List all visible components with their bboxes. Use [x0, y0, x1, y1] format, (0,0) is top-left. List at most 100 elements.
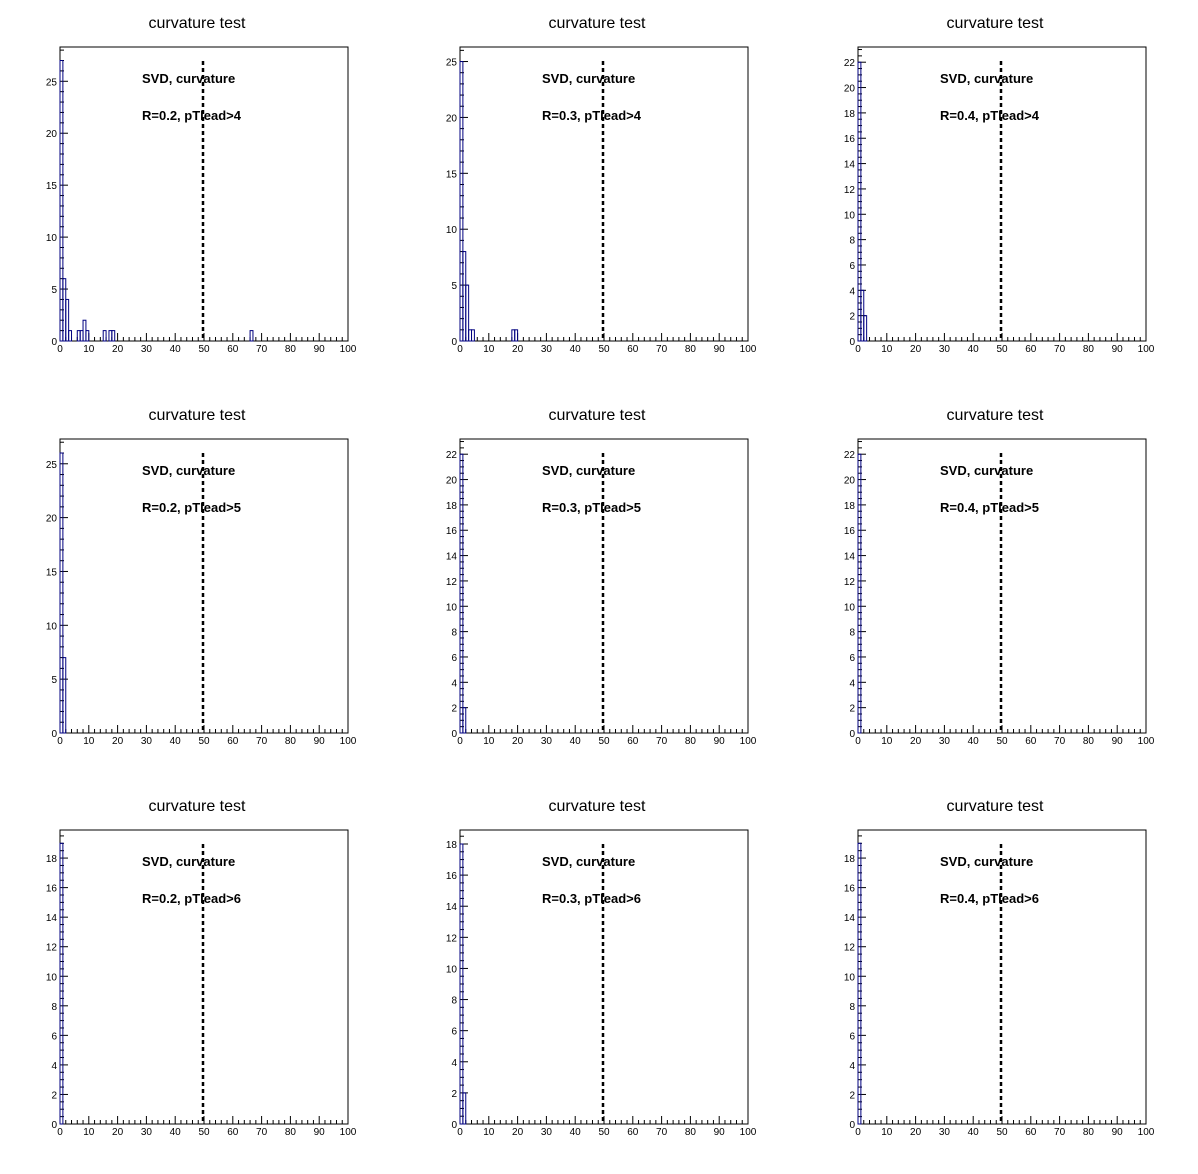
- x-tick-label: 40: [570, 1127, 582, 1138]
- y-tick-label: 18: [46, 854, 58, 865]
- panel-title: curvature test: [149, 798, 246, 815]
- histogram-bin: [857, 61, 862, 342]
- x-tick-label: 10: [881, 344, 893, 355]
- y-tick-label: 16: [844, 884, 856, 895]
- y-tick-label: 4: [849, 1061, 855, 1072]
- annotation-selection: R=0.2, pTlead>5: [142, 500, 241, 515]
- histogram-bin: [65, 298, 70, 342]
- y-tick-label: 10: [46, 233, 58, 244]
- y-tick-label: 14: [844, 552, 856, 563]
- y-tick-label: 14: [446, 902, 458, 913]
- x-tick-label: 0: [457, 344, 463, 355]
- histogram-bin: [459, 843, 464, 1125]
- x-tick-label: 90: [1112, 344, 1124, 355]
- y-tick-label: 15: [46, 567, 58, 578]
- panel-title: curvature test: [947, 407, 1044, 424]
- panel-title: curvature test: [549, 15, 646, 32]
- histogram-panel: curvature test 0 10 20 30 40 50 60 70 80 90 100 0 5 10…: [46, 15, 357, 355]
- y-tick-label: 6: [849, 261, 855, 272]
- x-tick-label: 90: [714, 344, 726, 355]
- x-tick-label: 80: [285, 1127, 297, 1138]
- x-tick-label: 100: [340, 344, 357, 355]
- x-tick-label: 0: [457, 1127, 463, 1138]
- y-tick-label: 2: [451, 1089, 457, 1100]
- histogram-panel: curvature test 0 10 20 30 40 50 60 70 80 90 100 0 5 10…: [46, 407, 357, 747]
- x-tick-label: 60: [227, 344, 239, 355]
- y-tick-label: 2: [451, 704, 457, 715]
- histogram-bin: [102, 330, 107, 342]
- y-tick-label: 0: [51, 1120, 57, 1131]
- x-tick-label: 10: [83, 1127, 95, 1138]
- y-tick-label: 18: [844, 854, 856, 865]
- x-tick-label: 90: [714, 1127, 726, 1138]
- y-tick-label: 6: [451, 653, 457, 664]
- x-tick-label: 50: [996, 344, 1008, 355]
- y-tick-label: 20: [46, 514, 58, 525]
- x-tick-label: 40: [570, 344, 582, 355]
- x-tick-label: 50: [598, 736, 610, 747]
- x-tick-label: 80: [685, 344, 697, 355]
- x-tick-label: 50: [996, 736, 1008, 747]
- y-tick-label: 12: [446, 933, 458, 944]
- y-tick-label: 16: [446, 526, 458, 537]
- x-tick-label: 40: [570, 736, 582, 747]
- x-tick-label: 80: [1083, 1127, 1095, 1138]
- x-tick-label: 70: [656, 1127, 668, 1138]
- annotation-selection: R=0.3, pTlead>6: [542, 891, 641, 906]
- y-tick-label: 16: [844, 526, 856, 537]
- y-tick-label: 4: [849, 286, 855, 297]
- histogram-bin: [59, 842, 64, 1125]
- histogram-bin: [85, 330, 90, 342]
- x-tick-label: 60: [1025, 344, 1037, 355]
- y-tick-label: 25: [46, 77, 58, 88]
- y-tick-label: 12: [844, 943, 856, 954]
- x-tick-label: 10: [881, 736, 893, 747]
- y-tick-label: 18: [446, 840, 458, 851]
- y-tick-label: 8: [451, 628, 457, 639]
- x-tick-label: 50: [598, 1127, 610, 1138]
- annotation-method: SVD, curvature: [142, 463, 235, 478]
- x-tick-label: 70: [256, 344, 268, 355]
- x-tick-label: 70: [256, 1127, 268, 1138]
- x-tick-label: 30: [541, 1127, 553, 1138]
- y-tick-label: 18: [446, 501, 458, 512]
- y-tick-label: 5: [451, 281, 457, 292]
- y-tick-label: 0: [451, 729, 457, 740]
- y-tick-label: 14: [46, 913, 58, 924]
- y-tick-label: 8: [849, 628, 855, 639]
- x-tick-label: 30: [939, 736, 951, 747]
- x-tick-label: 100: [1138, 344, 1155, 355]
- y-tick-label: 15: [446, 169, 458, 180]
- y-tick-label: 20: [844, 476, 856, 487]
- x-tick-label: 20: [512, 344, 524, 355]
- y-tick-label: 14: [844, 913, 856, 924]
- y-tick-label: 18: [844, 501, 856, 512]
- y-tick-label: 5: [51, 675, 57, 686]
- histogram-bin: [857, 453, 862, 734]
- y-tick-label: 0: [849, 337, 855, 348]
- histogram-bin: [59, 60, 64, 342]
- histogram-panel: curvature test 0 10 20 30 40 50 60 70 80 90 100 0 5 10…: [446, 15, 757, 355]
- x-tick-label: 0: [855, 1127, 861, 1138]
- y-tick-label: 5: [51, 285, 57, 296]
- annotation-selection: R=0.2, pTlead>4: [142, 108, 242, 123]
- x-tick-label: 70: [656, 736, 668, 747]
- x-tick-label: 60: [1025, 736, 1037, 747]
- y-tick-label: 0: [51, 337, 57, 348]
- x-tick-label: 30: [141, 736, 153, 747]
- y-tick-label: 22: [446, 450, 458, 461]
- histogram-panel: curvature test 0 10 20 30 40 50 60 70 80 90 100 0 2 4 6…: [46, 798, 357, 1138]
- y-tick-label: 4: [849, 678, 855, 689]
- annotation-selection: R=0.4, pTlead>4: [940, 108, 1040, 123]
- y-tick-label: 10: [844, 972, 856, 983]
- annotation-selection: R=0.2, pTlead>6: [142, 891, 241, 906]
- x-tick-label: 0: [457, 736, 463, 747]
- x-tick-label: 20: [112, 344, 124, 355]
- y-tick-label: 0: [849, 729, 855, 740]
- annotation-selection: R=0.4, pTlead>6: [940, 891, 1039, 906]
- y-tick-label: 16: [46, 884, 58, 895]
- y-tick-label: 12: [446, 577, 458, 588]
- x-tick-label: 10: [83, 736, 95, 747]
- y-tick-label: 14: [446, 552, 458, 563]
